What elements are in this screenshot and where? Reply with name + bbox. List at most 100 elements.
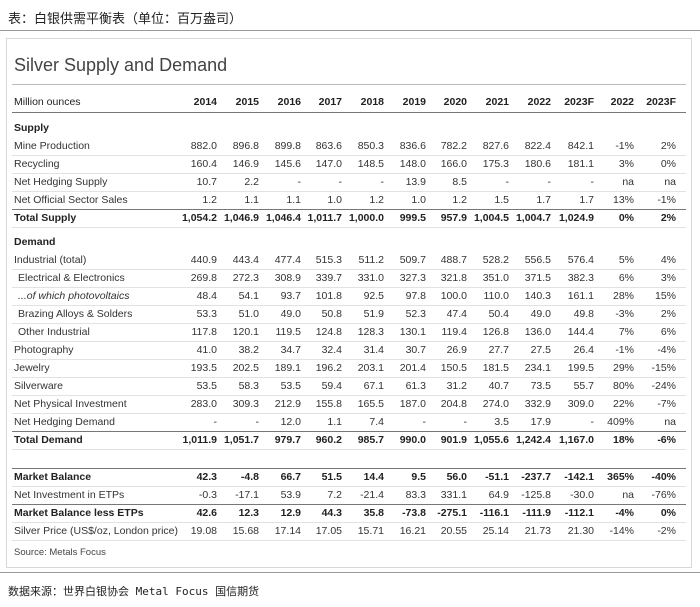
cell-value: -17.1 — [235, 489, 259, 501]
cell-value: -142.1 — [564, 471, 594, 483]
cell-value: 58.3 — [238, 380, 259, 392]
row-label: Net Hedging Demand — [14, 416, 115, 428]
cell-value: 1.2 — [452, 194, 467, 206]
row-rule — [12, 173, 686, 174]
cell-value: - — [422, 416, 427, 428]
cell-value: 22% — [612, 398, 634, 410]
cell-value: 201.4 — [399, 362, 426, 374]
cell-value: 110.0 — [483, 290, 510, 302]
cell-value: 3.5 — [494, 416, 509, 428]
cell-value: 528.2 — [482, 254, 509, 266]
cell-value: 56.0 — [446, 471, 467, 483]
cell-value: -112.1 — [564, 507, 594, 519]
cell-value: 187.0 — [399, 398, 426, 410]
cell-value: 822.4 — [524, 140, 551, 152]
cell-value: 35.8 — [363, 507, 384, 519]
cell-value: -51.1 — [485, 471, 509, 483]
row-label: Net Official Sector Sales — [14, 194, 128, 206]
cell-value: 130.1 — [399, 326, 426, 338]
row-rule — [12, 287, 686, 288]
cell-value: 17.9 — [530, 416, 551, 428]
cell-value: 2% — [660, 308, 676, 320]
cell-value: -275.1 — [437, 507, 467, 519]
cell-value: 161.1 — [567, 290, 594, 302]
cell-value: 17.05 — [315, 525, 342, 537]
cell-value: 1,000.0 — [348, 212, 384, 224]
cell-value: 101.8 — [315, 290, 342, 302]
row-rule — [12, 191, 686, 192]
cell-value: 144.4 — [567, 326, 594, 338]
cell-value: 31.2 — [446, 380, 467, 392]
cell-value: 26.9 — [446, 344, 467, 356]
cell-value: - — [547, 176, 552, 188]
cell-value: 59.4 — [321, 380, 342, 392]
cell-value: -40% — [651, 471, 676, 483]
cell-value: 54.1 — [238, 290, 259, 302]
table-title: Silver Supply and Demand — [14, 55, 228, 75]
cell-value: 14.4 — [363, 471, 384, 483]
cell-value: 40.7 — [488, 380, 509, 392]
cell-value: 16.21 — [399, 525, 426, 537]
row-label: Total Supply — [14, 212, 77, 224]
cell-value: 371.5 — [524, 272, 551, 284]
cell-value: 19.08 — [190, 525, 217, 537]
cell-value: -237.7 — [521, 471, 551, 483]
cell-value: 73.5 — [530, 380, 551, 392]
row-rule — [12, 269, 686, 270]
cell-value: - — [297, 176, 302, 188]
cell-value: na — [664, 176, 676, 188]
caption: 表：白银供需平衡表（单位：百万盎司） — [8, 12, 243, 27]
cell-value: 97.8 — [405, 290, 426, 302]
cell-value: 488.7 — [440, 254, 467, 266]
cell-value: 25.14 — [482, 525, 509, 537]
cell-value: 155.8 — [315, 398, 342, 410]
total-rule — [12, 504, 686, 505]
cell-value: 38.2 — [238, 344, 259, 356]
cell-value: 148.5 — [357, 158, 384, 170]
cell-value: 27.5 — [530, 344, 551, 356]
cell-value: 212.9 — [274, 398, 301, 410]
cell-value: -14% — [609, 525, 634, 537]
cell-value: 1,046.4 — [265, 212, 301, 224]
cell-value: 274.0 — [482, 398, 509, 410]
row-label: Net Investment in ETPs — [14, 489, 125, 501]
column-header: 2022 — [527, 96, 551, 108]
cell-value: 21.73 — [524, 525, 551, 537]
cell-value: -125.8 — [521, 489, 551, 501]
column-header: 2017 — [318, 96, 342, 108]
cell-value: 166.0 — [440, 158, 467, 170]
cell-value: 382.3 — [567, 272, 594, 284]
footer: 数据来源：世界白银协会 Metal Focus 国信期货 — [8, 585, 260, 598]
cell-value: 1,011.7 — [307, 212, 342, 224]
row-label: Photography — [14, 344, 74, 356]
cell-value: -24% — [651, 380, 676, 392]
cell-value: 204.8 — [440, 398, 467, 410]
cell-value: 119.5 — [275, 326, 302, 338]
cell-value: 189.1 — [274, 362, 301, 374]
cell-value: 202.5 — [232, 362, 259, 374]
cell-value: 511.2 — [358, 254, 385, 266]
cell-value: - — [463, 416, 468, 428]
cell-value: - — [590, 176, 595, 188]
cell-value: 1.2 — [202, 194, 217, 206]
cell-value: 1,167.0 — [558, 434, 594, 446]
cell-value: 49.0 — [530, 308, 551, 320]
cell-value: 12.0 — [280, 416, 301, 428]
cell-value: 882.0 — [190, 140, 217, 152]
cell-value: -6% — [657, 434, 676, 446]
cell-value: 782.2 — [440, 140, 467, 152]
cell-value: 13% — [612, 194, 634, 206]
cell-value: 1.5 — [494, 194, 509, 206]
cell-value: 2.2 — [244, 176, 259, 188]
divider — [12, 84, 686, 85]
source-note: Source: Metals Focus — [14, 547, 106, 558]
cell-value: 1,011.9 — [182, 434, 217, 446]
cell-value: 1.1 — [286, 194, 301, 206]
divider — [0, 30, 700, 31]
cell-value: 1.2 — [369, 194, 384, 206]
cell-value: 1,024.9 — [558, 212, 594, 224]
row-label: Net Hedging Supply — [14, 176, 108, 188]
cell-value: 203.1 — [357, 362, 384, 374]
cell-value: 1,004.5 — [473, 212, 509, 224]
row-label: Silverware — [14, 380, 64, 392]
